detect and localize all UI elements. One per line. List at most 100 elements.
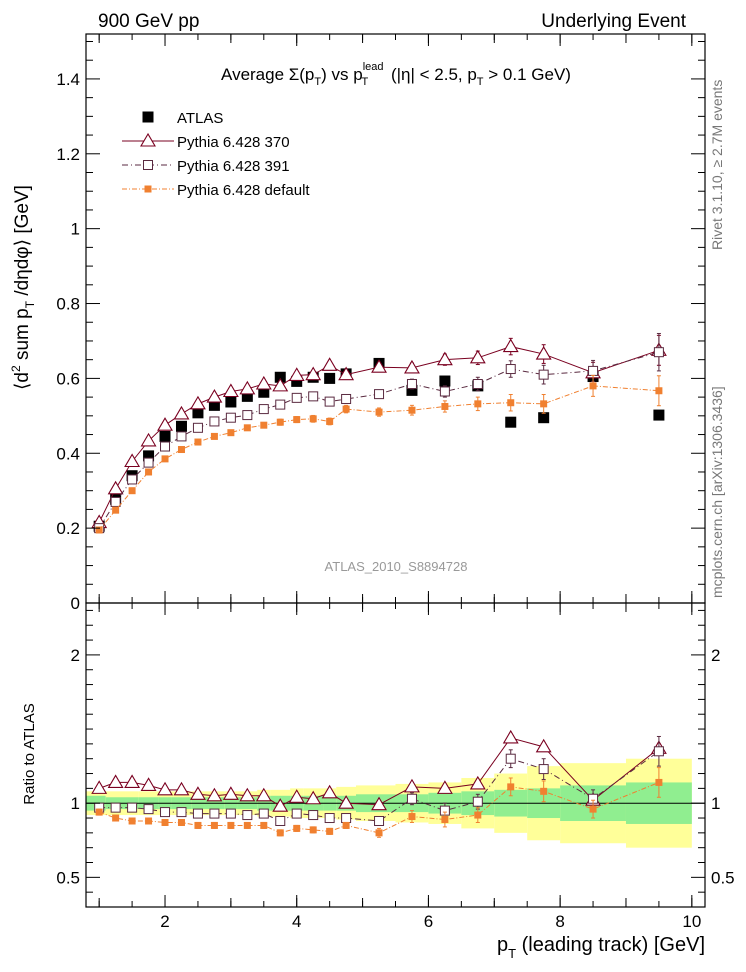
- data-point-pythia-6-428-default: [112, 506, 120, 514]
- data-point-atlas: [143, 450, 155, 462]
- data-point-pythia-6-428-370: [157, 781, 173, 796]
- header-right: Underlying Event: [541, 11, 686, 32]
- data-point-pythia-6-428-391: [160, 441, 171, 452]
- data-point-pythia-6-428-391: [275, 815, 286, 826]
- y-tick-label-right: 2: [711, 646, 720, 665]
- side-label-mcplots: mcplots.cern.ch [arXiv:1306.3436]: [709, 386, 725, 598]
- data-point-atlas: [258, 386, 270, 398]
- x-tick-label: 6: [424, 912, 433, 931]
- data-point-pythia-6-428-370: [140, 432, 157, 447]
- data-point-pythia-6-428-391: [209, 416, 220, 427]
- legend-marker: [140, 132, 156, 147]
- data-point-pythia-6-428-default: [210, 821, 218, 829]
- data-point-pythia-6-428-default: [145, 817, 153, 825]
- data-point-pythia-6-428-370: [173, 781, 190, 796]
- data-point-pythia-6-428-default: [260, 421, 268, 429]
- data-point-pythia-6-428-370: [288, 789, 305, 803]
- data-point-atlas: [159, 430, 171, 442]
- data-point-pythia-6-428-391: [324, 396, 335, 407]
- legend-label: Pythia 6.428 391: [177, 158, 290, 175]
- data-point-pythia-6-428-370: [305, 366, 322, 381]
- data-point-pythia-6-428-default: [243, 424, 251, 432]
- data-point-pythia-6-428-370: [107, 774, 124, 788]
- data-point-pythia-6-428-391: [143, 457, 154, 468]
- data-point-pythia-6-428-default: [655, 778, 663, 786]
- y-tick-label: 0.8: [56, 295, 80, 314]
- data-point-pythia-6-428-default: [408, 406, 416, 414]
- data-point-atlas: [538, 412, 550, 424]
- data-point-pythia-6-428-default: [474, 400, 482, 408]
- data-point-pythia-6-428-default: [589, 382, 597, 390]
- data-point-pythia-6-428-391: [176, 807, 187, 818]
- data-point-pythia-6-428-370: [321, 357, 338, 371]
- data-point-pythia-6-428-default: [342, 405, 350, 413]
- data-point-pythia-6-428-default: [194, 821, 202, 829]
- data-point-pythia-6-428-391: [258, 404, 269, 415]
- data-point-pythia-6-428-391: [110, 802, 121, 813]
- data-point-pythia-6-428-370: [255, 787, 272, 802]
- main-plot-frame: 0.2 0.4 0.6 0.8 1 1.2 1.4 0: [56, 33, 706, 613]
- data-point-pythia-6-428-391: [341, 813, 352, 824]
- data-point-pythia-6-428-370: [338, 366, 355, 381]
- data-point-pythia-6-428-default: [227, 821, 235, 829]
- data-point-pythia-6-428-default: [145, 468, 153, 476]
- data-point-pythia-6-428-370: [535, 738, 552, 753]
- legend-marker: [142, 111, 154, 123]
- data-point-pythia-6-428-370: [173, 405, 190, 420]
- legend: ATLAS Pythia 6.428 370 Pythia 6.428 391 Pyt…: [122, 110, 310, 199]
- data-point-pythia-6-428-370: [469, 349, 486, 364]
- data-point-pythia-6-428-370: [206, 389, 223, 403]
- y-tick-label: 1: [71, 794, 80, 813]
- ratio-plot-background: [86, 758, 705, 848]
- data-point-pythia-6-428-370: [436, 780, 453, 794]
- data-point-pythia-6-428-391: [308, 391, 319, 402]
- data-point-atlas: [208, 399, 220, 411]
- data-point-pythia-6-428-391: [192, 808, 203, 819]
- data-point-pythia-6-428-370: [140, 777, 157, 791]
- data-point-atlas: [291, 375, 303, 387]
- data-point-pythia-6-428-391: [110, 496, 121, 507]
- data-point-atlas: [439, 375, 451, 387]
- legend-marker: [143, 160, 153, 170]
- data-point-pythia-6-428-391: [143, 804, 154, 815]
- data-point-pythia-6-428-default: [177, 446, 185, 454]
- data-point-pythia-6-428-391: [275, 399, 286, 410]
- data-point-pythia-6-428-default: [326, 417, 334, 425]
- data-point-pythia-6-428-391: [505, 753, 516, 764]
- y-tick-label: 1: [71, 220, 80, 239]
- data-point-atlas: [241, 390, 253, 402]
- data-point-pythia-6-428-370: [371, 796, 387, 811]
- data-point-atlas: [406, 384, 418, 396]
- legend-marker: [144, 185, 152, 193]
- y-tick-label: 0.4: [56, 444, 80, 463]
- data-point-pythia-6-428-370: [502, 338, 519, 353]
- data-point-pythia-6-428-370: [239, 787, 256, 802]
- data-point-pythia-6-428-370: [502, 729, 519, 744]
- data-point-pythia-6-428-370: [255, 375, 272, 390]
- data-point-pythia-6-428-default: [540, 400, 548, 408]
- data-point-pythia-6-428-391: [653, 347, 664, 358]
- x-tick-label: 4: [292, 912, 301, 931]
- x-axis-label: pT (leading track) [GeV]: [497, 934, 705, 961]
- analysis-watermark: ATLAS_2010_S8894728: [325, 559, 468, 574]
- data-point-pythia-6-428-default: [161, 818, 169, 826]
- ratio-y-axis-label: Ratio to ATLAS: [21, 703, 38, 804]
- data-point-atlas: [274, 371, 286, 383]
- data-point-atlas: [324, 372, 336, 384]
- data-point-pythia-6-428-370: [436, 351, 453, 366]
- data-point-pythia-6-428-370: [404, 359, 420, 374]
- data-point-pythia-6-428-default: [589, 805, 597, 813]
- data-point-pythia-6-428-391: [505, 364, 516, 375]
- data-point-pythia-6-428-391: [472, 796, 483, 807]
- data-point-pythia-6-428-391: [291, 392, 302, 403]
- data-point-pythia-6-428-default: [342, 821, 350, 829]
- data-point-pythia-6-428-default: [326, 827, 334, 835]
- data-point-pythia-6-428-370: [189, 786, 206, 800]
- main-y-axis-label: ⟨d2 sum pT /dηdφ⟩ [GeV]: [9, 185, 37, 390]
- data-point-pythia-6-428-391: [538, 369, 549, 380]
- data-point-pythia-6-428-370: [189, 395, 206, 410]
- plot-frame: [85, 602, 706, 908]
- data-point-pythia-6-428-default: [309, 826, 317, 834]
- data-point-pythia-6-428-default: [408, 813, 416, 821]
- x-tick-label: 10: [682, 912, 701, 931]
